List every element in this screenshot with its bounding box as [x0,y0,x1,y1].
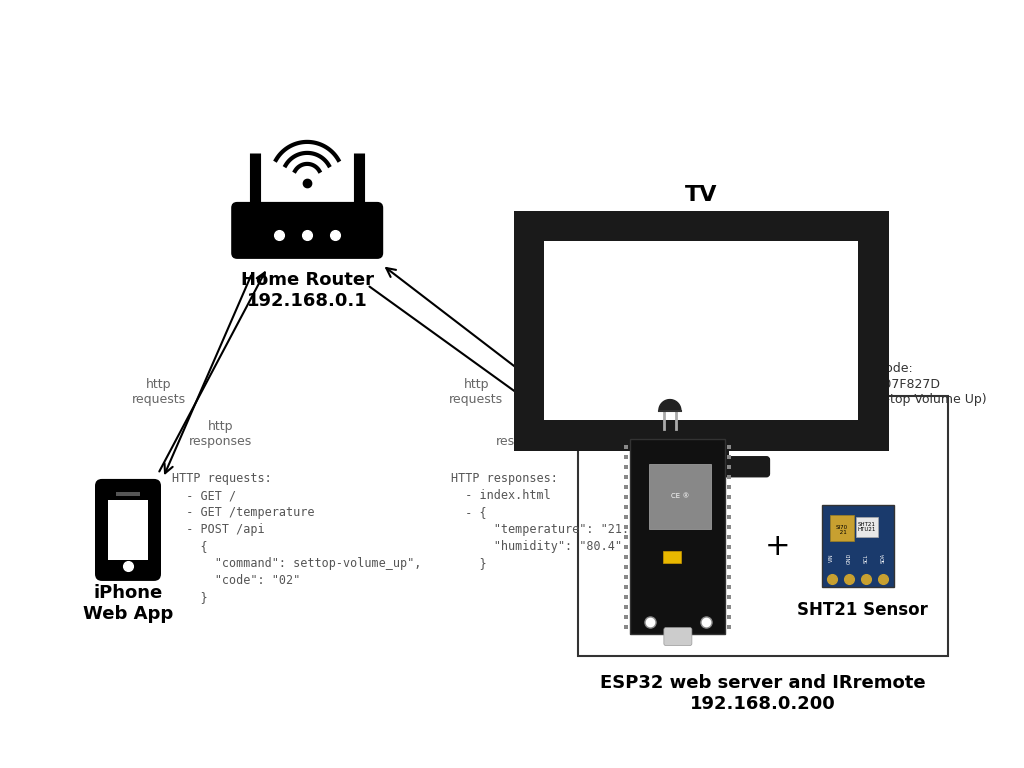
Text: IR Code:
0x807F827D
(Set-top Volume Up): IR Code: 0x807F827D (Set-top Volume Up) [860,362,987,406]
Polygon shape [658,399,681,411]
Text: SCL: SCL [863,554,868,563]
Text: SHT21
HTU21: SHT21 HTU21 [858,521,877,532]
Text: TV: TV [685,185,718,205]
Bar [526,223,877,438]
Bar [663,551,681,563]
FancyBboxPatch shape [95,479,161,581]
Text: http
responses: http responses [188,420,252,448]
FancyBboxPatch shape [231,202,383,259]
Text: ESP32 web server and IRremote
192.168.0.200: ESP32 web server and IRremote 192.168.0.… [600,674,926,713]
Text: http
responses: http responses [496,420,559,448]
Text: IR transmitter: IR transmitter [731,419,874,437]
Text: iPhone
Web App: iPhone Web App [83,584,173,623]
Text: SI70
 21: SI70 21 [836,525,848,535]
Text: http
requests: http requests [450,378,503,406]
Bar [545,240,858,420]
Text: http
requests: http requests [132,378,185,406]
Bar [856,517,878,537]
Text: HTTP responses:
  - index.html
  - {
      "temperature": "21.3",
      "humidit: HTTP responses: - index.html - { "temper… [451,472,650,571]
Bar [829,515,854,541]
Text: SHT21 Sensor: SHT21 Sensor [798,601,929,619]
Bar [822,505,894,587]
Bar [116,492,140,496]
Bar [649,464,711,528]
FancyBboxPatch shape [664,627,692,646]
Text: +: + [765,531,791,561]
Text: VIN: VIN [829,554,835,562]
Bar [578,396,948,656]
Text: SDA: SDA [881,553,886,563]
Bar [631,439,725,634]
Bar [674,438,729,460]
FancyBboxPatch shape [634,457,769,477]
Text: Home Router
192.168.0.1: Home Router 192.168.0.1 [241,271,374,310]
Text: HTTP requests:
  - GET /
  - GET /temperature
  - POST /api
    {
      "command: HTTP requests: - GET / - GET /temperatur… [172,472,422,604]
Bar [108,500,148,560]
Text: GND: GND [847,552,851,564]
Text: CE ®: CE ® [671,493,689,499]
